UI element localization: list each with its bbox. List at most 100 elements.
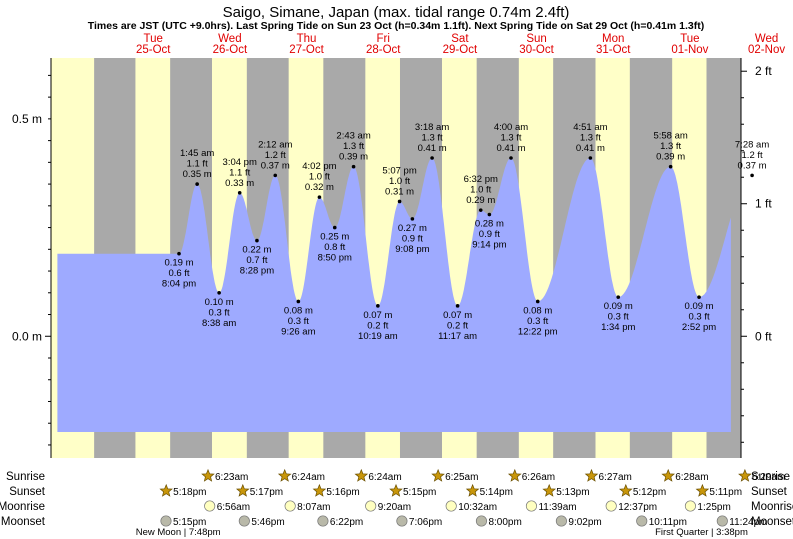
tide-label: 0.3 ft xyxy=(288,316,309,327)
tide-water-area xyxy=(57,158,731,432)
tide-label: 0.19 m xyxy=(164,258,193,269)
moonrise-icon xyxy=(204,500,216,512)
day-date: 02-Nov xyxy=(748,44,785,56)
row-event-time: 1:25pm xyxy=(697,502,730,513)
row-event-time: 6:56am xyxy=(217,502,250,513)
moonrise-icon xyxy=(525,500,537,512)
tide-label: 1:45 am xyxy=(180,148,214,159)
row-label-left: Sunset xyxy=(9,486,46,498)
tide-point xyxy=(668,164,673,169)
row-event-time: 5:14pm xyxy=(480,487,513,498)
row-event-time: 6:24am xyxy=(292,472,325,483)
tide-label: 0.07 m xyxy=(443,310,472,321)
tide-point xyxy=(509,156,513,160)
tide-label: 8:38 am xyxy=(202,318,236,329)
tide-label: 0.37 m xyxy=(738,160,767,171)
sun-icon xyxy=(507,468,522,482)
row-event-time: 6:24am xyxy=(368,472,401,483)
tide-label: 1.3 ft xyxy=(500,133,521,144)
tide-point xyxy=(616,295,621,299)
sun-icon xyxy=(738,468,752,482)
tide-label: 1.0 ft xyxy=(470,185,491,196)
row-event-time: 5:15pm xyxy=(173,517,206,528)
tide-label: 5:07 pm xyxy=(382,165,416,176)
day-date: 31-Oct xyxy=(596,44,631,56)
tide-point xyxy=(697,295,701,299)
tide-label: 3:04 pm xyxy=(223,157,257,168)
tide-label: 0.10 m xyxy=(205,297,234,308)
row-event-time: 5:13pm xyxy=(556,487,589,498)
moon-phase-label: First Quarter | 3:38pm xyxy=(655,527,748,538)
row-event-time: 9:20am xyxy=(378,502,411,513)
row-event-time: 6:27am xyxy=(598,472,631,483)
tide-point xyxy=(535,299,540,304)
tide-point xyxy=(588,156,593,160)
right-tick-label: 1 ft xyxy=(755,197,772,211)
day-name: Sat xyxy=(451,33,469,45)
day-name: Mon xyxy=(602,33,624,45)
tide-label: 0.37 m xyxy=(261,160,290,171)
row-label-left: Moonset xyxy=(1,516,46,528)
tide-label: 0.3 ft xyxy=(527,316,548,327)
tide-point xyxy=(255,238,259,243)
tide-label: 0.7 ft xyxy=(246,255,267,266)
tide-point xyxy=(487,212,492,217)
sun-icon xyxy=(431,468,445,482)
tide-label: 0.39 m xyxy=(656,152,685,163)
row-event-time: 7:06pm xyxy=(409,517,442,528)
tide-label: 0.29 m xyxy=(466,195,495,206)
moonset-icon xyxy=(475,515,487,527)
tide-point xyxy=(750,173,754,178)
tide-point xyxy=(332,225,337,230)
astro-rows: Sunrise Sunrise 6:23am 6:24am 6:24am 6:25am 6:… xyxy=(0,468,793,538)
moonset-icon xyxy=(238,515,250,527)
tide-label: 7:28 am xyxy=(735,139,769,150)
row-event-time: 6:28am xyxy=(675,472,708,483)
tide-point xyxy=(376,304,380,308)
sun-icon xyxy=(618,483,633,497)
row-event-time: 5:15pm xyxy=(403,487,436,498)
tide-label: 11:17 am xyxy=(438,331,477,342)
tide-label: 6:32 pm xyxy=(464,174,498,185)
sun-icon xyxy=(312,483,327,497)
row-event-time: 5:17pm xyxy=(250,487,283,498)
left-tick-label: 0.0 m xyxy=(12,329,42,343)
tide-label: 1.0 ft xyxy=(389,176,410,187)
row-event-time: 6:29am xyxy=(752,472,785,483)
tide-label: 0.31 m xyxy=(385,186,414,197)
row-event-time: 8:00pm xyxy=(488,517,521,528)
tide-label: 0.08 m xyxy=(284,305,313,316)
row-event-time: 11:24pm xyxy=(729,517,767,528)
tide-label: 1.3 ft xyxy=(343,141,364,152)
day-headers: Tue25-OctWed26-OctThu27-OctFri28-OctSat2… xyxy=(136,33,785,56)
tide-label: 0.27 m xyxy=(398,223,427,234)
day-name: Thu xyxy=(297,33,317,45)
y-axes: 0.5 m 0.0 m 2 ft 1 ft 0 ft xyxy=(12,58,772,458)
tide-label: 1.3 ft xyxy=(660,141,681,152)
row-event-time: 10:11pm xyxy=(649,517,687,528)
tide-label: 0.07 m xyxy=(363,310,392,321)
right-tick-label: 0 ft xyxy=(755,329,772,343)
tide-label: 10:19 am xyxy=(358,331,398,342)
tide-label: 1.3 ft xyxy=(422,133,443,144)
tide-label: 9:08 pm xyxy=(395,244,429,255)
row-label-right: Moonrise xyxy=(751,501,793,513)
tide-label: 1.1 ft xyxy=(229,167,250,178)
sun-icon xyxy=(389,483,403,497)
tide-label: 0.3 ft xyxy=(608,312,629,323)
moonrise-icon xyxy=(684,500,696,512)
tide-label: 4:02 pm xyxy=(302,161,336,172)
tide-label: 0.2 ft xyxy=(367,320,388,331)
row-event-time: 5:16pm xyxy=(326,487,359,498)
tide-point xyxy=(217,290,221,295)
moonset-icon xyxy=(317,515,329,527)
tide-label: 0.9 ft xyxy=(479,229,500,240)
tide-point xyxy=(430,156,434,160)
tide-point xyxy=(177,251,181,256)
tide-label: 0.08 m xyxy=(523,305,552,316)
moonrise-icon xyxy=(284,500,296,512)
row-event-time: 10:32am xyxy=(458,502,497,513)
tide-label: 1.0 ft xyxy=(309,172,330,183)
tide-label: 9:26 am xyxy=(281,326,315,337)
tide-label: 4:51 am xyxy=(573,122,607,133)
